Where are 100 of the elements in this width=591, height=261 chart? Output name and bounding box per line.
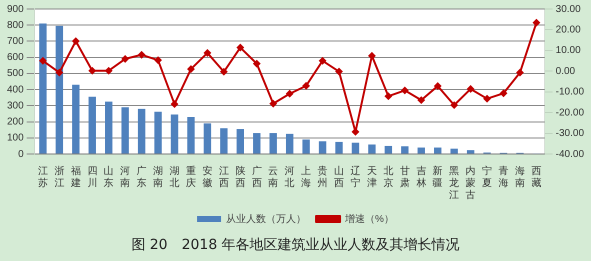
- point: [220, 68, 228, 76]
- x-tick-label: 重庆: [186, 164, 196, 189]
- y2-tick-label: -30.00: [556, 128, 584, 140]
- point: [138, 51, 146, 58]
- x-tick-label: 辽宁: [350, 164, 360, 189]
- x-tick-label: 广东: [136, 164, 147, 189]
- point: [384, 92, 392, 100]
- bar: [204, 123, 212, 154]
- bar: [318, 141, 326, 154]
- bar: [138, 108, 146, 154]
- x-tick-label: 北京: [383, 164, 394, 189]
- x-tick-label: 陕西: [235, 164, 246, 189]
- x-tick-label: 上海: [301, 164, 312, 189]
- bar: [72, 84, 80, 154]
- y-tick-label: 600: [6, 52, 24, 64]
- y2-tick-label: -10.00: [556, 86, 584, 98]
- x-tick-label: 福建: [70, 164, 81, 189]
- x-tick-label: 贵州: [318, 164, 328, 189]
- point: [187, 66, 194, 73]
- point: [122, 55, 129, 62]
- x-tick-label: 湖南: [153, 164, 164, 189]
- point: [105, 67, 112, 74]
- bar: [56, 26, 64, 154]
- x-tick-label: 四川: [87, 166, 98, 189]
- bar: [236, 129, 244, 154]
- y2-tick-label: 0.00: [556, 66, 576, 77]
- point: [484, 95, 491, 102]
- point: [401, 86, 408, 94]
- point: [434, 82, 442, 90]
- bar: [401, 146, 409, 154]
- y-tick-label: 800: [6, 20, 24, 31]
- y-tick-label: 100: [6, 132, 24, 144]
- x-tick-label: 甘肃: [400, 164, 410, 189]
- x-tick-label: 西藏: [531, 166, 542, 189]
- point: [253, 60, 260, 68]
- point: [171, 100, 178, 108]
- y-tick-label: 500: [6, 68, 24, 80]
- bar: [418, 148, 425, 154]
- point: [467, 85, 474, 92]
- x-tick-label: 山西: [334, 164, 344, 189]
- x-tick-label: 宁夏: [482, 164, 492, 189]
- bar: [187, 116, 195, 154]
- point: [88, 67, 96, 74]
- y-tick-label: 700: [6, 36, 24, 47]
- point: [500, 90, 508, 97]
- point: [56, 69, 63, 76]
- y2-tick-label: -40.00: [556, 148, 584, 160]
- x-tick-label: 安徽: [202, 164, 212, 189]
- x-tick-label: 新疆: [432, 164, 443, 189]
- bar: [88, 96, 96, 154]
- bar: [121, 107, 129, 154]
- point: [368, 52, 376, 60]
- bar: [335, 142, 343, 154]
- bar: [384, 146, 392, 154]
- bar: [220, 128, 228, 154]
- x-tick-label: 吉林: [415, 164, 426, 189]
- y-tick-label: 900: [6, 4, 24, 15]
- x-tick-label: 河南: [120, 164, 130, 189]
- bar: [450, 148, 458, 154]
- point: [270, 100, 277, 108]
- point: [450, 102, 458, 109]
- x-tick-label: 云南: [268, 166, 278, 189]
- point: [319, 57, 326, 64]
- bar: [466, 150, 474, 154]
- y-tick-label: 300: [6, 100, 24, 112]
- y2-tick-label: 20.00: [556, 24, 582, 36]
- y2-tick-label: 30.00: [556, 4, 582, 15]
- x-tick-label: 黑龙江: [449, 166, 460, 201]
- point: [286, 90, 294, 98]
- x-tick-label: 海南: [514, 164, 525, 189]
- x-tick-label: 江苏: [38, 164, 48, 189]
- point: [418, 96, 425, 104]
- x-tick-label: 浙江: [54, 164, 64, 189]
- bar: [302, 140, 310, 154]
- y2-tick-label: 10.00: [556, 45, 582, 56]
- bar: [253, 133, 260, 154]
- bar: [105, 102, 112, 154]
- legend-label: 增速（%）: [344, 212, 394, 225]
- x-tick-label: 广西: [252, 164, 262, 189]
- y2-tick-label: -20.00: [556, 107, 584, 118]
- bar: [154, 112, 162, 154]
- x-tick-label: 山东: [104, 164, 114, 189]
- y-tick-label: 0: [18, 148, 24, 160]
- bar: [286, 134, 294, 154]
- point: [532, 19, 540, 26]
- point: [154, 56, 162, 64]
- bar: [39, 24, 47, 154]
- x-tick-label: 河北: [284, 164, 295, 189]
- text: 图 20 2018 年各地区建筑业从业人数及其增长情况: [130, 236, 461, 254]
- bar: [368, 144, 376, 154]
- bar: [434, 148, 442, 154]
- x-tick-label: 天津: [366, 166, 377, 189]
- legend-label: 从业人数（万人）: [226, 212, 306, 225]
- point: [204, 49, 211, 56]
- point: [302, 82, 310, 90]
- bar: [270, 133, 277, 154]
- x-tick-label: 湖北: [170, 164, 180, 189]
- y-tick-label: 200: [6, 116, 24, 128]
- y-tick-label: 400: [6, 84, 24, 96]
- x-tick-label: 内蒙古: [466, 164, 476, 201]
